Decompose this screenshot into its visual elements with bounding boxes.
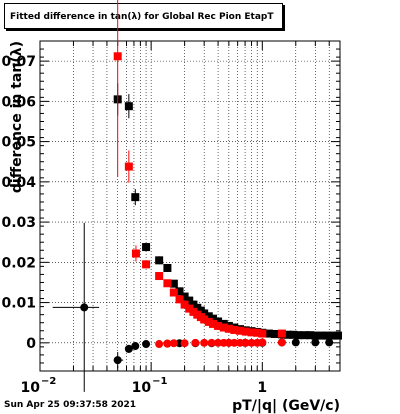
data-point [277,338,286,347]
data-point [311,338,320,347]
data-point [214,317,223,326]
x-tick-label: 10 [21,380,41,396]
data-point [236,326,245,335]
y-tick-label: 0.02 [1,255,36,271]
data-point [247,328,256,337]
data-point [131,193,140,202]
data-point [204,312,213,321]
grid-lines [39,41,341,371]
data-point [208,314,217,323]
x-axis-title: pT/|q| (GeV/c) [232,398,340,414]
data-point [180,339,189,348]
plot-frame [39,40,341,372]
data-point [265,329,274,338]
y-tick-label: 0.04 [1,175,36,191]
data-point [214,338,223,347]
data-point [124,162,133,171]
data-point [224,338,233,347]
x-tick-label-exponent: −1 [152,376,167,387]
data-point [113,52,122,61]
data-point [155,340,164,349]
data-point [163,263,172,272]
data-point [131,342,140,351]
y-tick-label: 0.01 [1,296,36,312]
data-point [163,339,172,348]
data-point [291,338,300,347]
data-point [142,243,151,252]
data-point [124,344,133,353]
data-point [270,329,279,338]
data-point [230,325,239,334]
series-3 [155,338,286,349]
data-point [258,329,267,338]
data-point [175,287,184,296]
data-point [322,331,331,340]
data-point [247,338,256,347]
data-point [131,249,140,258]
y-tick-label: 0.05 [1,135,36,151]
data-point [163,279,172,288]
data-point [224,324,233,333]
data-point [200,338,209,347]
data-point [219,323,228,332]
data-point [191,338,200,347]
data-point [258,338,267,347]
data-point [204,317,213,326]
data-point [208,319,217,328]
data-point [230,338,239,347]
data-point [180,292,189,301]
x-tick-label: 1 [257,380,267,396]
data-point [200,315,209,324]
data-point [185,304,194,313]
data-point [80,303,89,312]
y-tick-label: 0.03 [1,215,36,231]
data-point [169,279,178,288]
data-point [180,300,189,309]
y-axis-title: difference in tan(λ) [9,41,25,193]
data-point [241,327,250,336]
data-point [155,272,164,281]
data-point [311,331,320,340]
data-point [253,328,262,337]
data-point [300,331,309,340]
data-point [289,330,298,339]
data-point [124,102,133,111]
data-point [317,331,326,340]
data-point [294,331,303,340]
data-point [175,295,184,304]
data-point [277,329,286,338]
data-point [283,330,292,339]
data-point [214,321,223,330]
chart-title: Fitted difference in tan(λ) for Global R… [4,3,283,29]
data-point [328,331,337,340]
data-point [306,331,315,340]
data-point [155,256,164,265]
data-point [169,288,178,297]
data-point [142,340,151,349]
y-tick-label: 0 [26,336,36,352]
data-point [169,339,178,348]
y-tick-label: 0.07 [1,54,36,70]
data-point [241,338,250,347]
x-tick-label: 10 [132,380,152,396]
data-point [185,296,194,305]
x-tick-label-exponent: −2 [41,376,56,387]
y-tick-label: 0.06 [1,94,36,110]
data-point [334,331,343,340]
data-point [236,338,245,347]
series-1 [113,0,286,338]
data-point [207,338,216,347]
y-ticks [40,48,340,372]
data-point [113,356,122,365]
data-point [142,260,151,269]
timestamp: Sun Apr 25 09:37:58 2021 [4,400,137,410]
x-ticks [39,41,341,371]
data-point [325,338,334,347]
